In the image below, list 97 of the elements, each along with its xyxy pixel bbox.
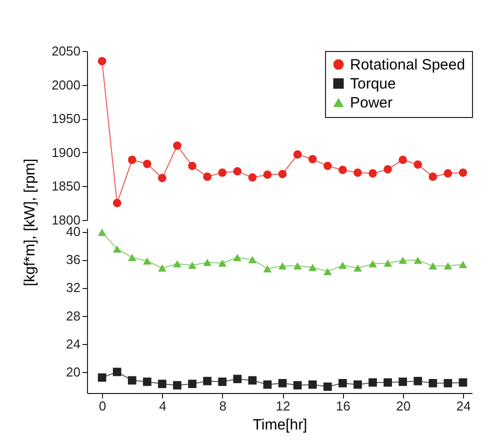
point (444, 169, 452, 178)
point (414, 376, 422, 386)
x-tick-label: 24 (456, 398, 471, 414)
point (354, 168, 362, 177)
point (128, 376, 136, 385)
point (142, 160, 152, 168)
point (323, 382, 332, 391)
point (293, 262, 302, 270)
y-tick-label: 1850 (52, 178, 80, 194)
x-tick-label: 4 (159, 398, 166, 414)
x-tick-label: 12 (276, 398, 290, 414)
point (263, 170, 272, 179)
point (384, 259, 392, 267)
point (158, 174, 166, 182)
point (428, 378, 438, 388)
point (293, 150, 302, 159)
y-tick-label: 32 (66, 280, 80, 296)
point (128, 254, 136, 262)
point (354, 380, 362, 389)
point (414, 160, 422, 169)
point (323, 162, 332, 170)
point (128, 156, 136, 164)
point (173, 260, 182, 268)
point (354, 264, 362, 272)
point (203, 258, 212, 266)
point (308, 154, 317, 164)
x-tick-label: 0 (98, 398, 106, 414)
point (142, 257, 152, 265)
point (263, 265, 272, 272)
point (323, 268, 332, 276)
point (98, 56, 106, 66)
x-axis-title: Time[hr] (252, 416, 308, 434)
x-tick-label: 8 (219, 398, 226, 414)
point (458, 378, 468, 387)
y-tick-label: 1900 (52, 144, 80, 160)
point (218, 259, 227, 267)
point (112, 368, 122, 376)
point (188, 162, 196, 170)
point (308, 380, 317, 389)
point (428, 262, 438, 270)
point (98, 373, 106, 382)
legend-label: Power (350, 94, 393, 112)
y-tick-label: 1950 (52, 111, 80, 126)
point (398, 256, 408, 264)
point (278, 378, 287, 388)
y-tick-label: 36 (66, 252, 80, 268)
point (233, 167, 242, 176)
point (278, 170, 287, 178)
point (188, 262, 196, 269)
point (338, 378, 347, 388)
point (384, 378, 392, 387)
point (188, 380, 196, 388)
x-tick-label: 16 (336, 398, 350, 414)
y-axis-title: [kgf*m], [kW], [rpm] (22, 158, 38, 286)
point (248, 256, 257, 264)
point (112, 198, 122, 208)
point (338, 166, 347, 174)
legend-label: Rotational Speed (350, 56, 466, 74)
legend-label: Torque (350, 76, 396, 92)
point (142, 378, 152, 386)
point (398, 378, 408, 386)
point (458, 260, 468, 268)
point (293, 381, 302, 390)
point (444, 262, 452, 270)
y-tick-label: 2000 (52, 77, 80, 92)
point (278, 262, 287, 270)
point (368, 378, 377, 387)
point (173, 141, 182, 150)
point (458, 168, 468, 177)
point (158, 264, 166, 272)
x-tick-label: 20 (396, 398, 411, 414)
point (384, 165, 392, 174)
point (112, 245, 122, 253)
point (218, 378, 227, 386)
point (248, 376, 257, 385)
point (203, 376, 212, 386)
point (158, 380, 166, 388)
point (414, 256, 422, 264)
y-tick-label: 28 (66, 308, 80, 324)
point (398, 156, 408, 164)
y-tick-label: 24 (66, 336, 80, 352)
point (428, 172, 438, 181)
point (368, 169, 377, 178)
point (218, 168, 227, 177)
point (263, 380, 272, 389)
point (233, 254, 242, 262)
point (203, 172, 212, 181)
point (368, 260, 377, 268)
point (248, 173, 257, 182)
y-tick-label: 2050 (52, 44, 80, 58)
point (233, 374, 242, 384)
point (444, 378, 452, 388)
point (98, 228, 106, 236)
point (173, 381, 182, 390)
point (308, 264, 317, 271)
y-tick-label: 20 (66, 364, 80, 380)
point (338, 262, 347, 269)
